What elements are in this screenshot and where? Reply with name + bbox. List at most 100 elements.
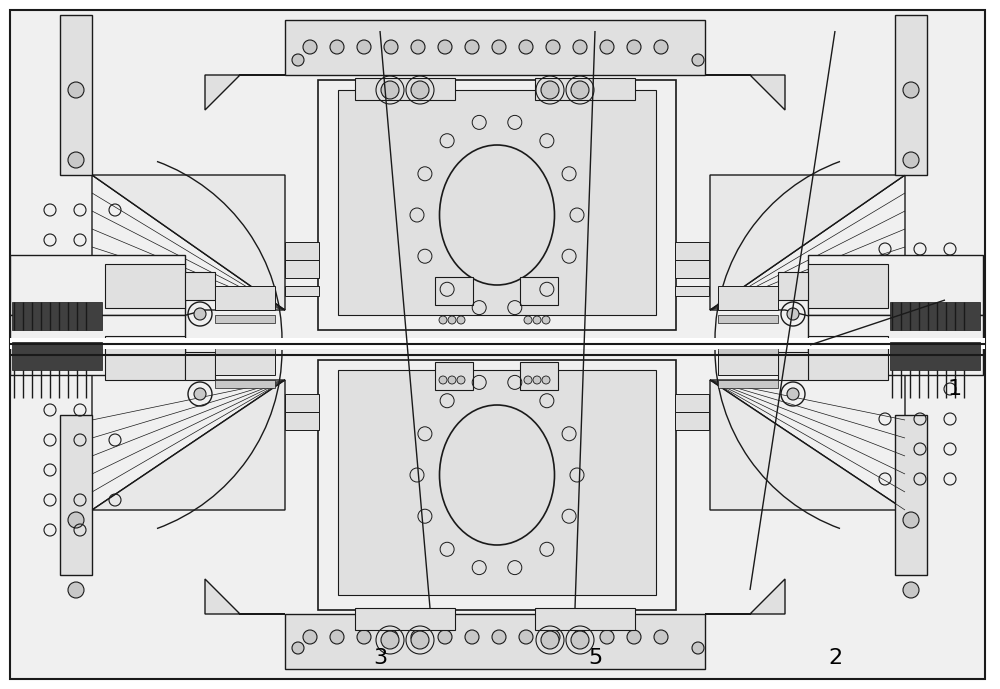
Circle shape (411, 630, 425, 644)
Circle shape (411, 40, 425, 54)
Polygon shape (710, 350, 905, 510)
Polygon shape (205, 75, 285, 110)
Circle shape (903, 512, 919, 528)
Bar (215, 347, 275, 355)
Bar (285, 412, 319, 430)
Circle shape (903, 82, 919, 98)
Bar (435, 277, 473, 305)
Circle shape (533, 316, 541, 324)
Circle shape (600, 630, 614, 644)
Circle shape (411, 631, 429, 649)
Text: 5: 5 (588, 648, 602, 668)
Bar (718, 380, 778, 388)
Bar (718, 286, 778, 310)
Bar (185, 272, 215, 300)
Circle shape (627, 40, 641, 54)
Bar (778, 272, 808, 300)
Circle shape (542, 316, 550, 324)
Circle shape (68, 512, 84, 528)
Circle shape (787, 308, 799, 320)
Circle shape (465, 630, 479, 644)
Circle shape (519, 40, 533, 54)
Circle shape (654, 40, 668, 54)
Circle shape (541, 631, 559, 649)
Bar (535, 78, 635, 100)
Circle shape (68, 152, 84, 168)
Bar (215, 380, 275, 388)
Bar (675, 286, 709, 296)
Bar (778, 352, 808, 380)
Bar (675, 412, 709, 430)
Bar (435, 362, 473, 390)
Bar (718, 315, 778, 323)
Circle shape (692, 54, 704, 66)
Bar (10, 315, 185, 375)
Circle shape (438, 630, 452, 644)
Bar (285, 286, 319, 296)
Text: 3: 3 (373, 648, 387, 668)
Circle shape (519, 630, 533, 644)
Bar (895, 15, 927, 175)
Bar (12, 302, 102, 330)
Bar (718, 351, 778, 375)
Circle shape (542, 376, 550, 384)
Polygon shape (705, 579, 785, 614)
Circle shape (541, 81, 559, 99)
Circle shape (357, 40, 371, 54)
Polygon shape (710, 175, 905, 340)
Circle shape (68, 582, 84, 598)
Ellipse shape (440, 405, 554, 545)
Bar (285, 20, 705, 75)
Bar (285, 260, 319, 278)
Bar (318, 360, 676, 610)
Circle shape (194, 308, 206, 320)
Circle shape (654, 630, 668, 644)
Circle shape (524, 376, 532, 384)
Bar (60, 415, 92, 575)
Bar (675, 394, 709, 412)
Bar (718, 347, 778, 355)
Circle shape (381, 631, 399, 649)
Circle shape (573, 40, 587, 54)
Circle shape (903, 152, 919, 168)
Circle shape (68, 82, 84, 98)
Bar (535, 608, 635, 630)
Circle shape (381, 81, 399, 99)
Bar (355, 78, 455, 100)
Circle shape (439, 376, 447, 384)
Circle shape (571, 81, 589, 99)
Bar (520, 362, 558, 390)
Bar (60, 15, 92, 175)
Text: 2: 2 (828, 648, 842, 668)
Circle shape (492, 630, 506, 644)
Bar (675, 260, 709, 278)
Circle shape (627, 630, 641, 644)
Circle shape (465, 40, 479, 54)
Bar (10, 338, 985, 349)
Bar (890, 342, 980, 370)
Circle shape (411, 81, 429, 99)
Circle shape (330, 40, 344, 54)
Bar (285, 394, 319, 412)
Polygon shape (92, 175, 285, 310)
Circle shape (292, 54, 304, 66)
Bar (318, 80, 676, 330)
Circle shape (448, 316, 456, 324)
Bar (285, 614, 705, 669)
Bar (890, 302, 980, 330)
Polygon shape (710, 175, 905, 310)
Circle shape (524, 316, 532, 324)
Bar (808, 255, 983, 315)
Circle shape (448, 376, 456, 384)
Polygon shape (205, 579, 285, 614)
Circle shape (533, 376, 541, 384)
Circle shape (384, 40, 398, 54)
Polygon shape (92, 350, 285, 510)
Bar (12, 342, 102, 370)
Circle shape (303, 630, 317, 644)
Bar (808, 336, 888, 380)
Bar (355, 608, 455, 630)
Polygon shape (705, 75, 785, 110)
Bar (185, 352, 215, 380)
Bar (675, 242, 709, 260)
